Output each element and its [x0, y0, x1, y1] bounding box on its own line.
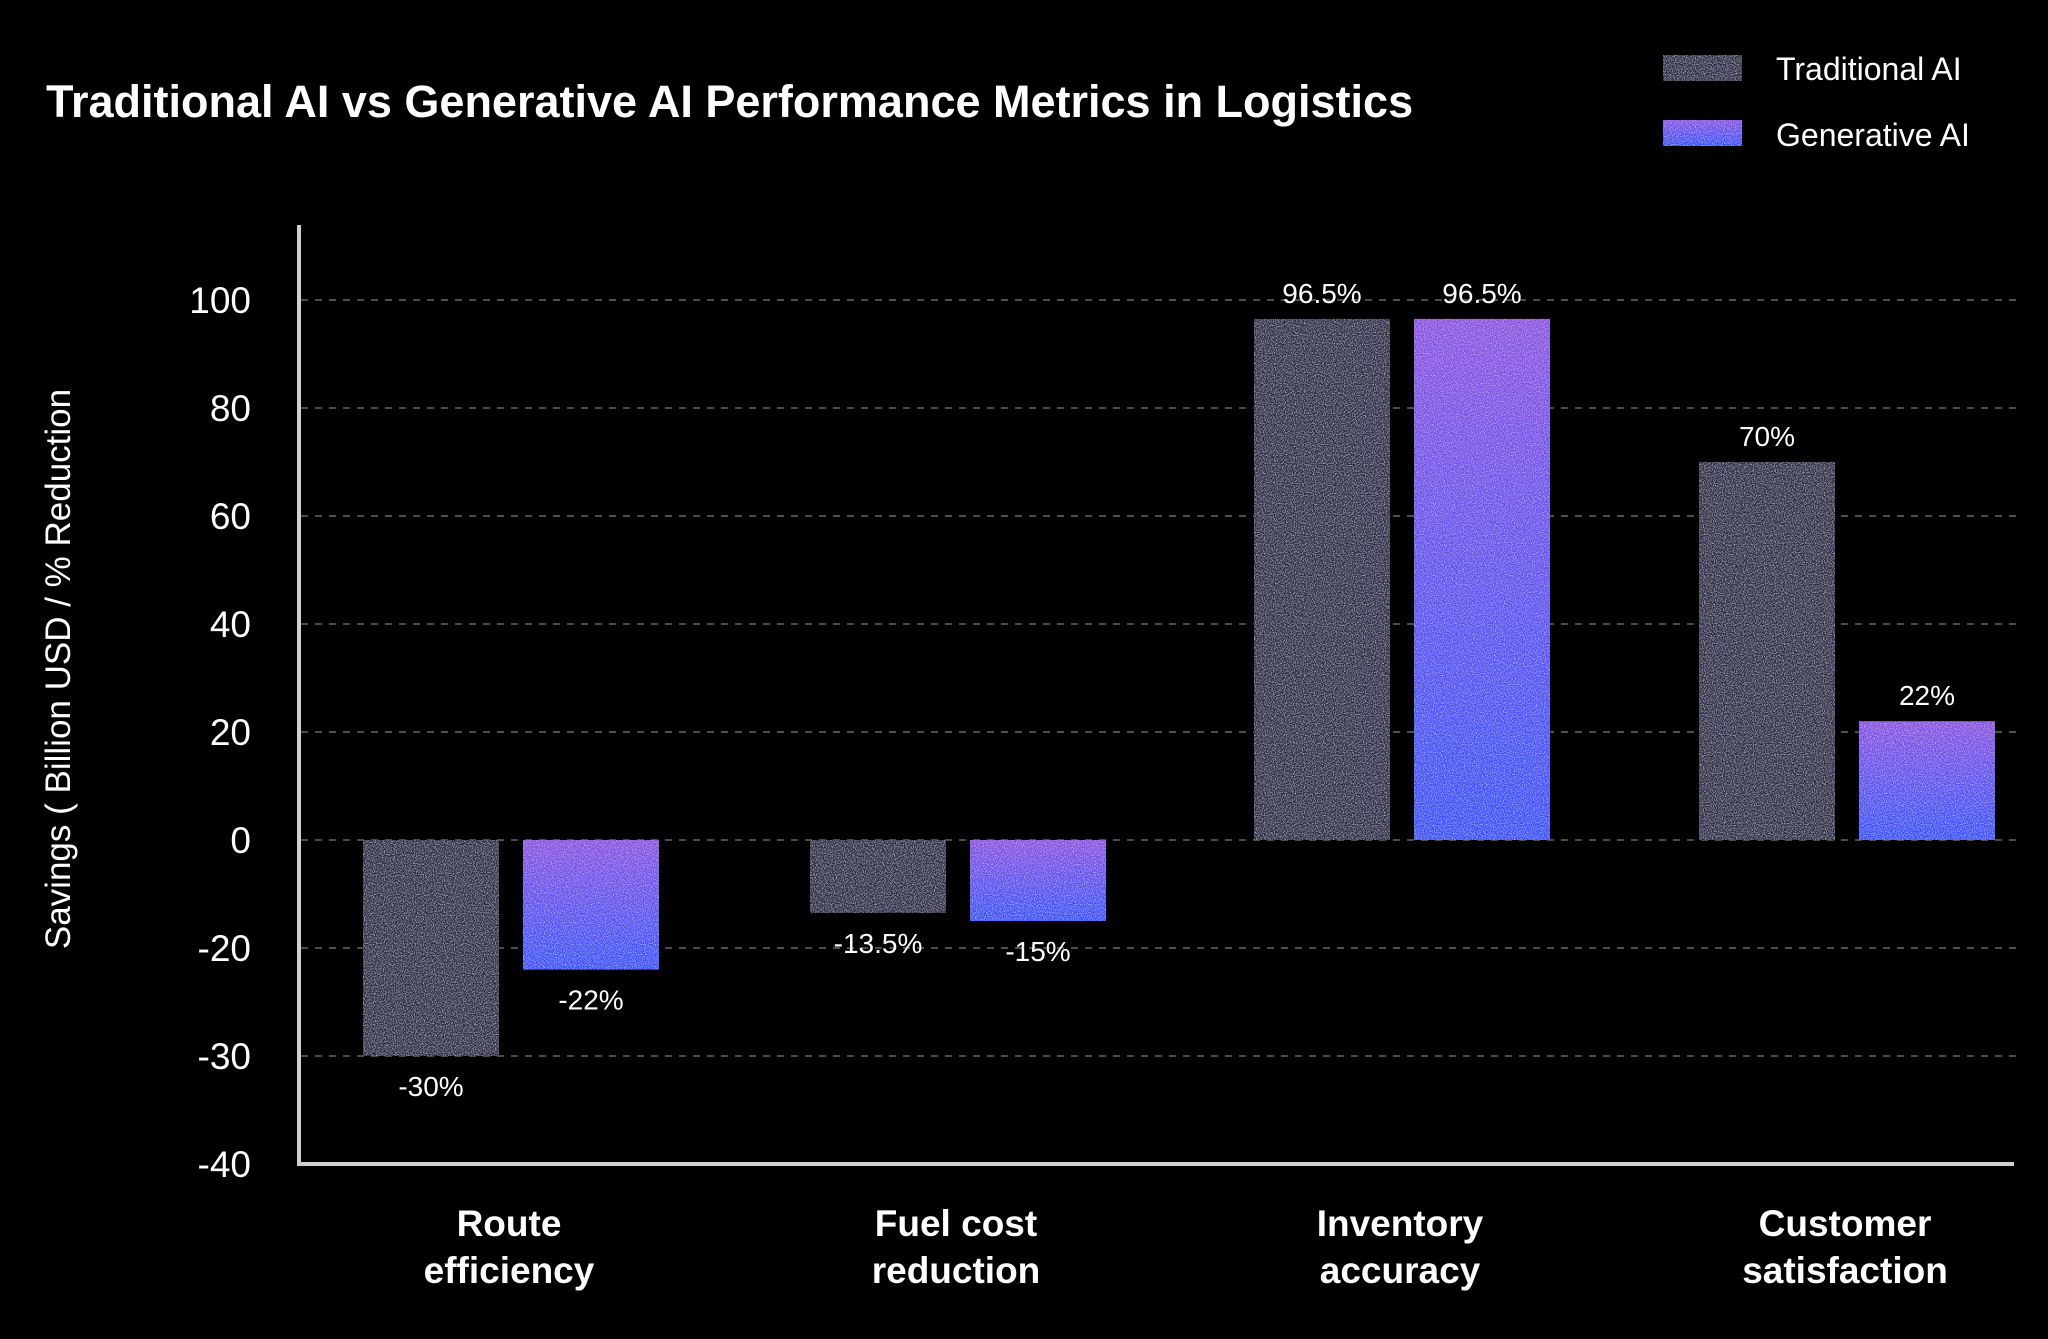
y-tick-label: 0	[230, 820, 251, 861]
legend-swatch-traditional-ai	[1663, 55, 1742, 81]
bar-generative-ai	[970, 840, 1106, 921]
x-category-label: Fuel cost	[875, 1203, 1037, 1244]
bar-traditional-ai	[810, 840, 946, 913]
bar-generative-ai	[1859, 721, 1995, 840]
y-tick-label: 40	[210, 604, 251, 645]
legend-swatch-generative-ai	[1663, 120, 1742, 146]
data-label: 22%	[1899, 680, 1955, 711]
data-label: -22%	[558, 985, 623, 1016]
data-label: -13.5%	[834, 928, 923, 959]
y-tick-label: -30	[198, 1036, 251, 1077]
bar-traditional-ai	[1699, 462, 1835, 840]
x-category-label: Inventory	[1317, 1203, 1484, 1244]
x-category-label: satisfaction	[1742, 1250, 1948, 1291]
legend: Traditional AI Generative AI	[1663, 51, 1970, 153]
x-category-label: reduction	[872, 1250, 1041, 1291]
data-label: 96.5%	[1282, 278, 1361, 309]
data-label: -15%	[1005, 936, 1070, 967]
bar-generative-ai	[523, 840, 659, 970]
x-category-label: accuracy	[1320, 1250, 1481, 1291]
bar-generative-ai	[1414, 318, 1550, 840]
data-labels: -30% -22% -13.5% -15% 96.5% 96.5% 70% 22%	[398, 278, 1955, 1102]
y-tick-label: -40	[198, 1144, 251, 1185]
x-category-label: Route	[457, 1203, 562, 1244]
y-tick-label: 20	[210, 712, 251, 753]
data-label: 96.5%	[1442, 278, 1521, 309]
y-tick-label: 100	[189, 280, 251, 321]
x-category-label: efficiency	[424, 1250, 595, 1291]
x-category-label: Customer	[1759, 1203, 1932, 1244]
bar-traditional-ai	[1254, 318, 1390, 840]
chart-title: Traditional AI vs Generative AI Performa…	[46, 76, 1413, 127]
legend-label-generative-ai: Generative AI	[1776, 117, 1970, 153]
data-label: 70%	[1739, 421, 1795, 452]
y-ticks: 100 80 60 40 20 0 -20 -30 -40	[189, 280, 251, 1185]
x-category-labels: Route efficiency Fuel cost reduction Invento…	[424, 1203, 1948, 1291]
y-tick-label: 60	[210, 496, 251, 537]
bars	[363, 318, 1995, 1056]
y-tick-label: 80	[210, 388, 251, 429]
bar-traditional-ai	[363, 840, 499, 1056]
legend-label-traditional-ai: Traditional AI	[1776, 51, 1962, 87]
y-axis-label: Savings ( Billion USD / % Reduction	[39, 389, 78, 949]
y-tick-label: -20	[198, 928, 251, 969]
data-label: -30%	[398, 1071, 463, 1102]
